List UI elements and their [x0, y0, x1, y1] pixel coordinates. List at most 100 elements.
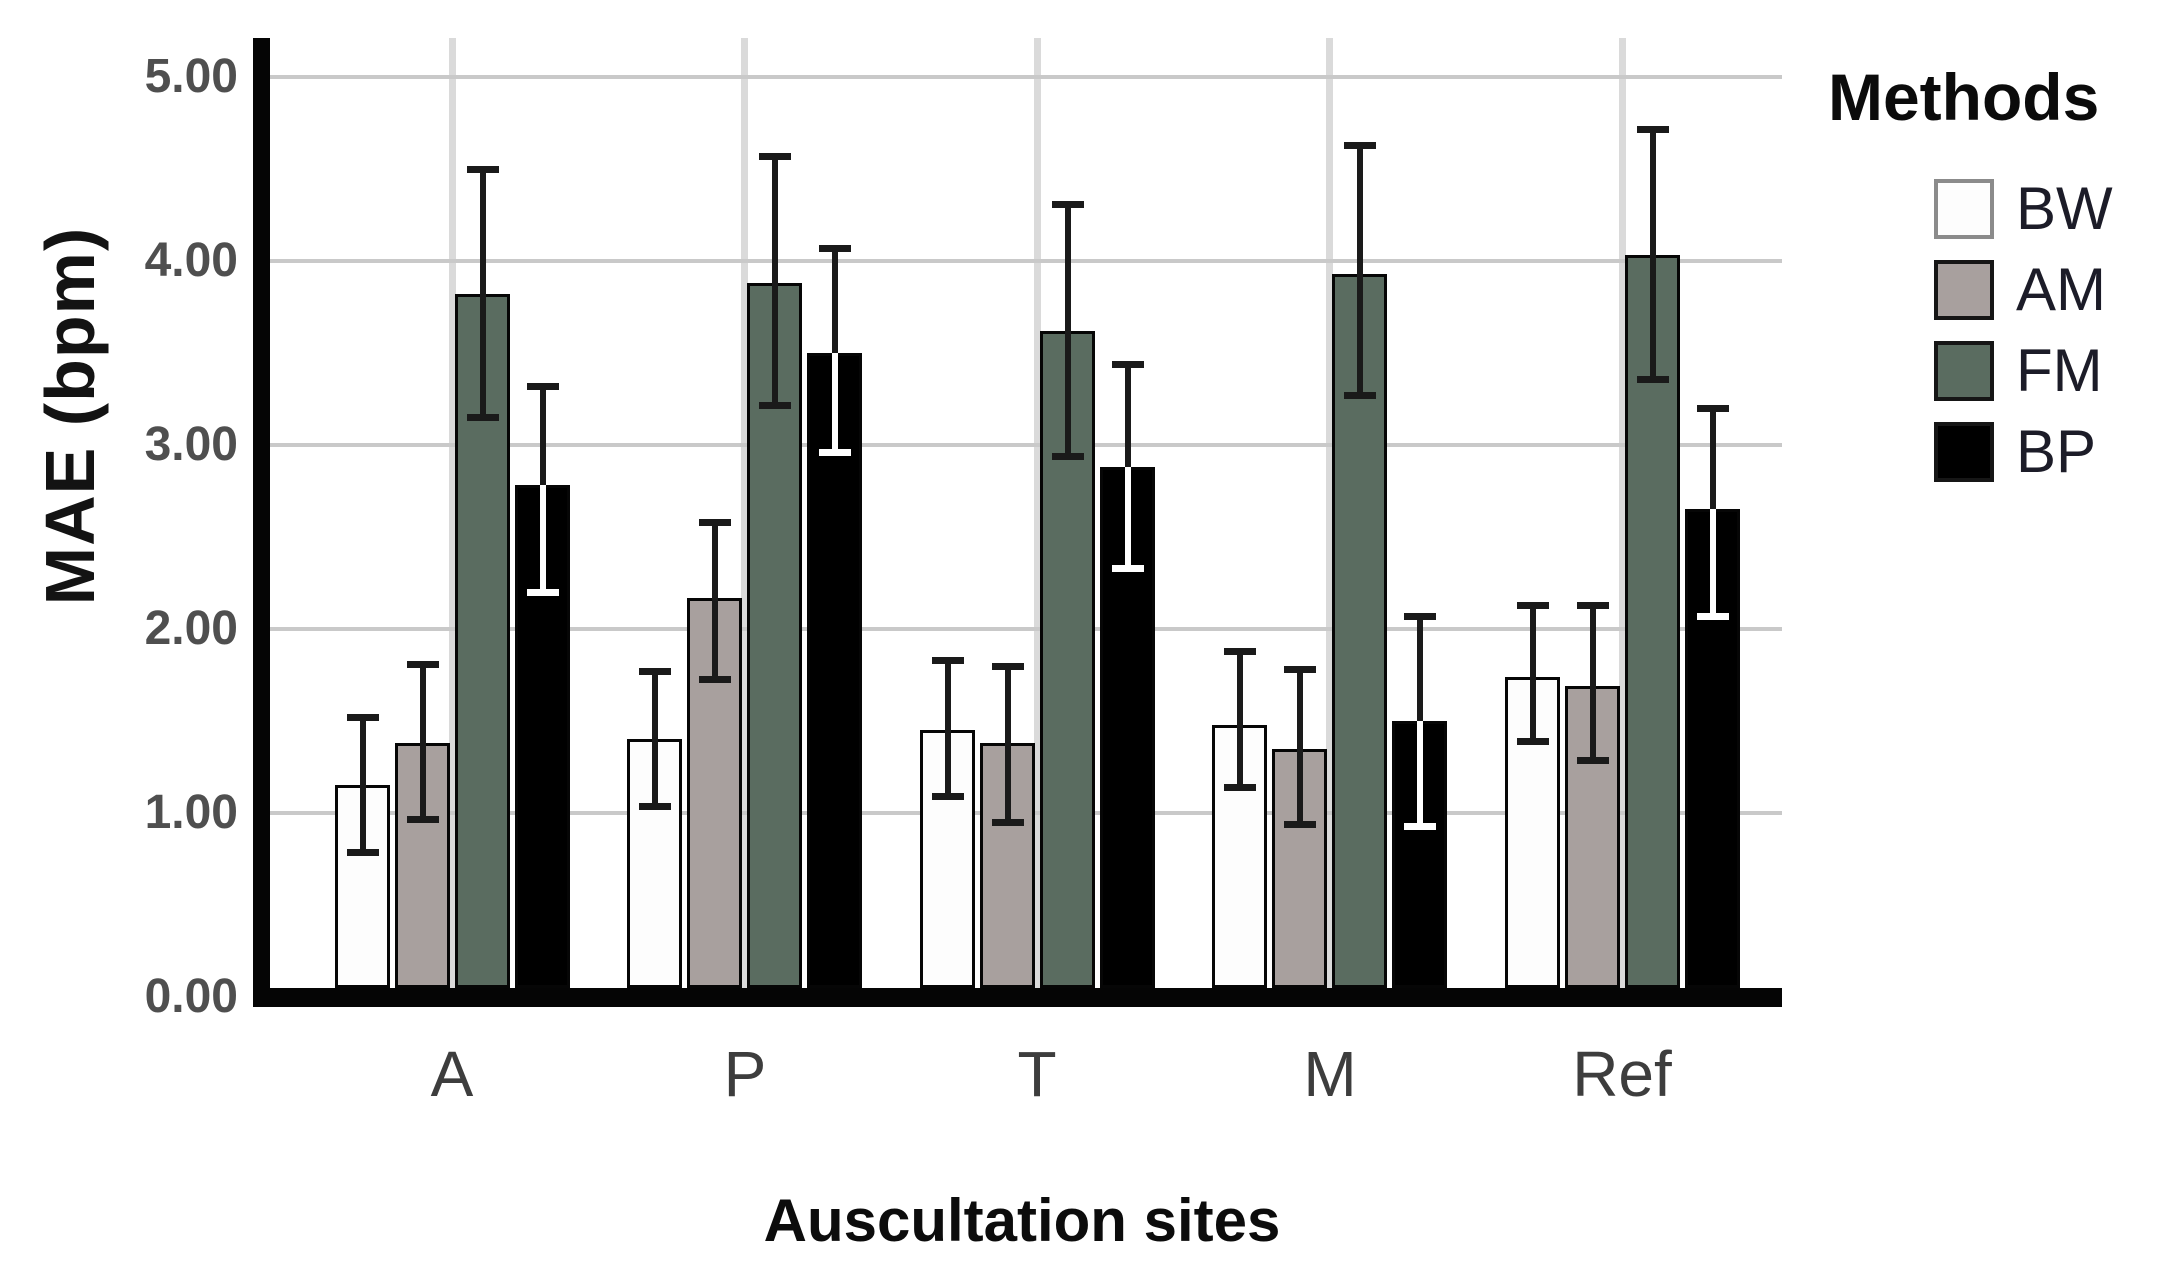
error-cap-top	[467, 166, 499, 173]
error-whisker-lower	[1530, 677, 1536, 741]
error-cap-top	[1697, 405, 1729, 412]
y-axis-title: MAE (bpm)	[31, 226, 109, 606]
legend-swatch-am	[1934, 260, 1994, 320]
error-whisker-upper	[712, 522, 718, 598]
y-tick-label: 2.00	[144, 602, 238, 655]
error-whisker-lower	[945, 730, 951, 796]
error-cap-top	[639, 668, 671, 675]
bar-BP-M	[1392, 721, 1447, 988]
error-cap-bottom	[1404, 823, 1436, 830]
error-cap-top	[932, 657, 964, 664]
vertical-gridline	[1326, 38, 1333, 988]
legend-swatch-fm	[1934, 341, 1994, 401]
error-cap-top	[1637, 126, 1669, 133]
error-whisker-upper	[1357, 145, 1363, 274]
error-whisker-upper	[945, 660, 951, 730]
error-whisker-lower	[772, 283, 778, 405]
error-cap-top	[819, 245, 851, 252]
vertical-gridline	[741, 38, 748, 988]
x-tick-label: T	[1017, 1038, 1057, 1110]
error-whisker-upper	[1005, 666, 1011, 743]
error-cap-bottom	[1284, 821, 1316, 828]
bar-AM-A	[395, 743, 450, 988]
error-cap-bottom	[759, 402, 791, 409]
error-whisker-lower	[1297, 749, 1303, 824]
error-cap-top	[1284, 666, 1316, 673]
error-cap-top	[1112, 361, 1144, 368]
error-whisker-upper	[1710, 408, 1716, 509]
error-whisker-lower	[1005, 743, 1011, 822]
error-cap-bottom	[699, 676, 731, 683]
error-whisker-lower	[712, 598, 718, 679]
bar-FM-T	[1040, 331, 1095, 988]
error-cap-bottom	[1577, 757, 1609, 764]
error-whisker-upper	[1237, 651, 1243, 725]
error-whisker-upper	[1590, 605, 1596, 686]
legend-label-fm: FM	[2016, 337, 2103, 404]
horizontal-gridline	[270, 75, 1782, 79]
x-tick-label: A	[430, 1038, 474, 1110]
error-whisker-lower	[360, 785, 366, 852]
error-cap-bottom	[819, 449, 851, 456]
error-cap-bottom	[467, 414, 499, 421]
error-cap-bottom	[1697, 613, 1729, 620]
error-cap-top	[1344, 142, 1376, 149]
x-tick-label: Ref	[1572, 1038, 1672, 1110]
error-whisker-lower	[1710, 509, 1716, 616]
error-whisker-upper	[832, 248, 838, 353]
error-cap-bottom	[1637, 376, 1669, 383]
error-whisker-upper	[1417, 616, 1423, 721]
legend-entry-bw: BW	[1828, 178, 2174, 240]
error-cap-bottom	[639, 803, 671, 810]
error-whisker-upper	[540, 386, 546, 485]
error-whisker-lower	[652, 739, 658, 806]
error-whisker-upper	[480, 169, 486, 294]
error-cap-top	[992, 663, 1024, 670]
error-whisker-upper	[652, 671, 658, 739]
y-axis-line	[253, 38, 270, 1007]
legend-entry-bp: BP	[1828, 421, 2174, 483]
error-whisker-upper	[1297, 669, 1303, 749]
error-cap-bottom	[1517, 738, 1549, 745]
legend-title: Methods	[1828, 60, 2100, 134]
legend: Methods BW AM FM BP	[1828, 64, 2174, 502]
legend-label-bw: BW	[2016, 175, 2113, 242]
x-axis-title: Auscultation sites	[763, 1187, 1281, 1254]
error-cap-top	[1577, 602, 1609, 609]
y-tick-label: 0.00	[144, 970, 238, 1023]
vertical-gridline	[449, 38, 456, 988]
bar-FM-M	[1332, 274, 1387, 988]
error-whisker-lower	[1417, 721, 1423, 826]
error-whisker-upper	[772, 156, 778, 283]
bar-BW-T	[920, 730, 975, 988]
legend-entry-fm: FM	[1828, 340, 2174, 402]
error-whisker-lower	[480, 294, 486, 417]
error-whisker-lower	[540, 485, 546, 592]
error-whisker-upper	[1125, 364, 1131, 467]
legend-label-am: AM	[2016, 256, 2106, 323]
error-cap-bottom	[527, 589, 559, 596]
y-tick-label: 5.00	[144, 50, 238, 103]
error-whisker-lower	[1590, 686, 1596, 760]
error-cap-top	[1224, 648, 1256, 655]
error-whisker-lower	[1065, 331, 1071, 456]
error-whisker-lower	[1357, 274, 1363, 395]
horizontal-gridline	[270, 443, 1782, 447]
legend-entry-am: AM	[1828, 259, 2174, 321]
error-cap-top	[699, 519, 731, 526]
error-whisker-upper	[360, 717, 366, 785]
legend-swatch-bw	[1934, 179, 1994, 239]
error-cap-bottom	[1224, 784, 1256, 791]
error-cap-bottom	[407, 816, 439, 823]
y-tick-label: 4.00	[144, 234, 238, 287]
x-axis-line	[253, 988, 1782, 1007]
error-whisker-upper	[1065, 204, 1071, 331]
error-cap-top	[1517, 602, 1549, 609]
error-cap-bottom	[347, 849, 379, 856]
error-cap-top	[1052, 201, 1084, 208]
y-tick-label: 1.00	[144, 786, 238, 839]
vertical-gridline	[1034, 38, 1041, 988]
error-cap-bottom	[932, 793, 964, 800]
error-cap-top	[1404, 613, 1436, 620]
